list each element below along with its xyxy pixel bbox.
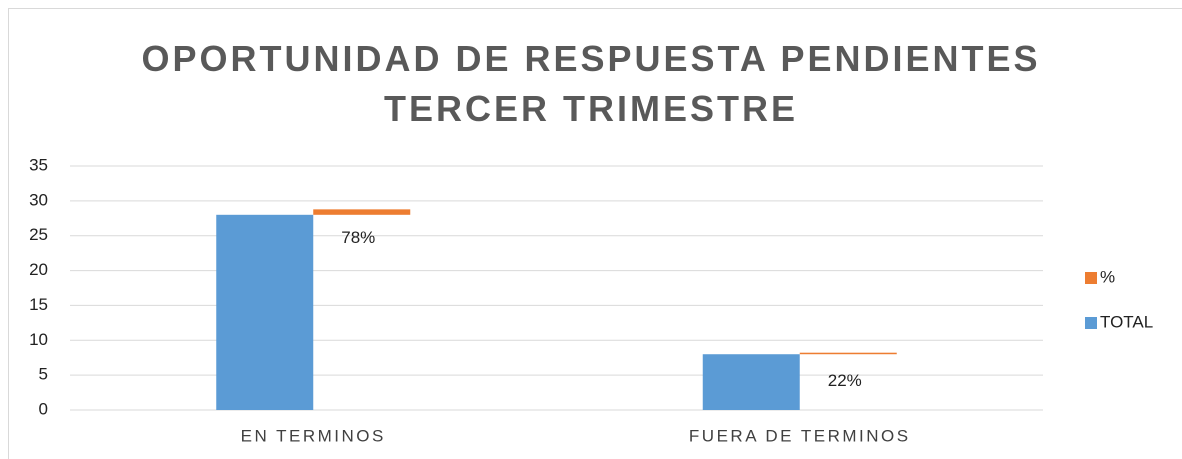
x-tick-label: EN TERMINOS: [241, 426, 386, 445]
y-tick-label: 0: [39, 399, 48, 418]
y-tick-label: 5: [39, 365, 48, 384]
data-label: 22%: [828, 371, 862, 390]
y-tick-label: 10: [29, 330, 48, 349]
legend-swatch: [1085, 317, 1097, 329]
x-tick-label: FUERA DE TERMINOS: [689, 426, 911, 445]
bar: [216, 214, 314, 410]
chart-title: OPORTUNIDAD DE RESPUESTA PENDIENTES TERC…: [141, 38, 1041, 129]
data-label: 78%: [341, 228, 375, 247]
bar: [702, 354, 800, 410]
legend-swatch: [1085, 272, 1097, 284]
y-tick-label: 30: [29, 190, 48, 209]
y-tick-label: 35: [29, 155, 48, 174]
chart-border: [8, 8, 1182, 459]
bar: [799, 352, 897, 355]
legend-label: %: [1100, 267, 1115, 286]
y-tick-label: 20: [29, 260, 48, 279]
bar: [313, 209, 411, 215]
legend-label: TOTAL: [1100, 312, 1153, 331]
y-tick-label: 15: [29, 295, 48, 314]
y-tick-label: 25: [29, 225, 48, 244]
